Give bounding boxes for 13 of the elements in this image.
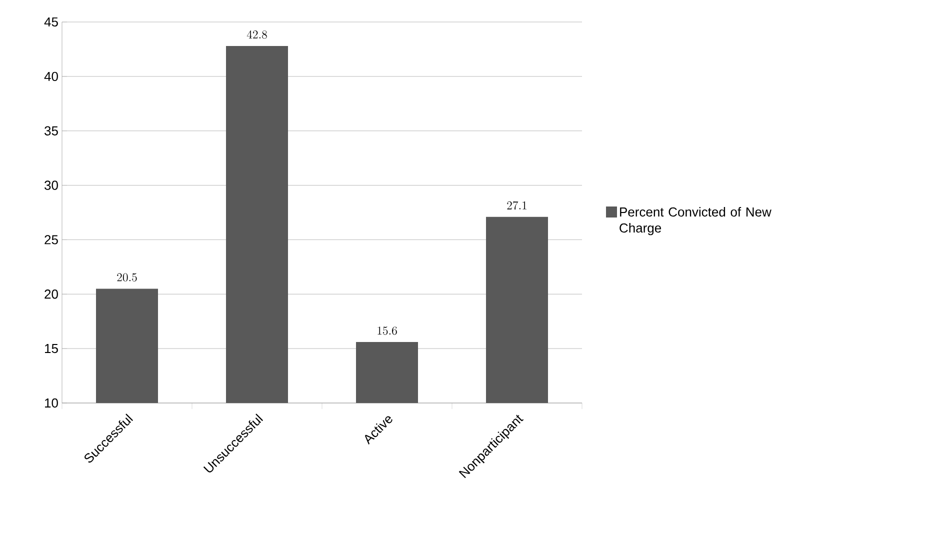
data-label: 15.6: [378, 326, 397, 335]
y-tick-label: 35: [44, 126, 58, 136]
legend-label: Percent Convicted of New Charge: [620, 207, 772, 236]
y-tick-label: 25: [44, 235, 58, 244]
data-label: 42.8: [246, 30, 267, 39]
y-tick-label: 40: [44, 72, 58, 82]
y-tick-label: 45: [44, 17, 58, 27]
y-tick-label: 30: [44, 180, 58, 190]
y-tick-label: 10: [45, 398, 58, 408]
data-label: 20.5: [117, 273, 137, 282]
y-tick-label: 15: [45, 344, 58, 354]
data-label: 27. 1: [507, 201, 526, 210]
y-tick-label: 20: [44, 290, 58, 299]
